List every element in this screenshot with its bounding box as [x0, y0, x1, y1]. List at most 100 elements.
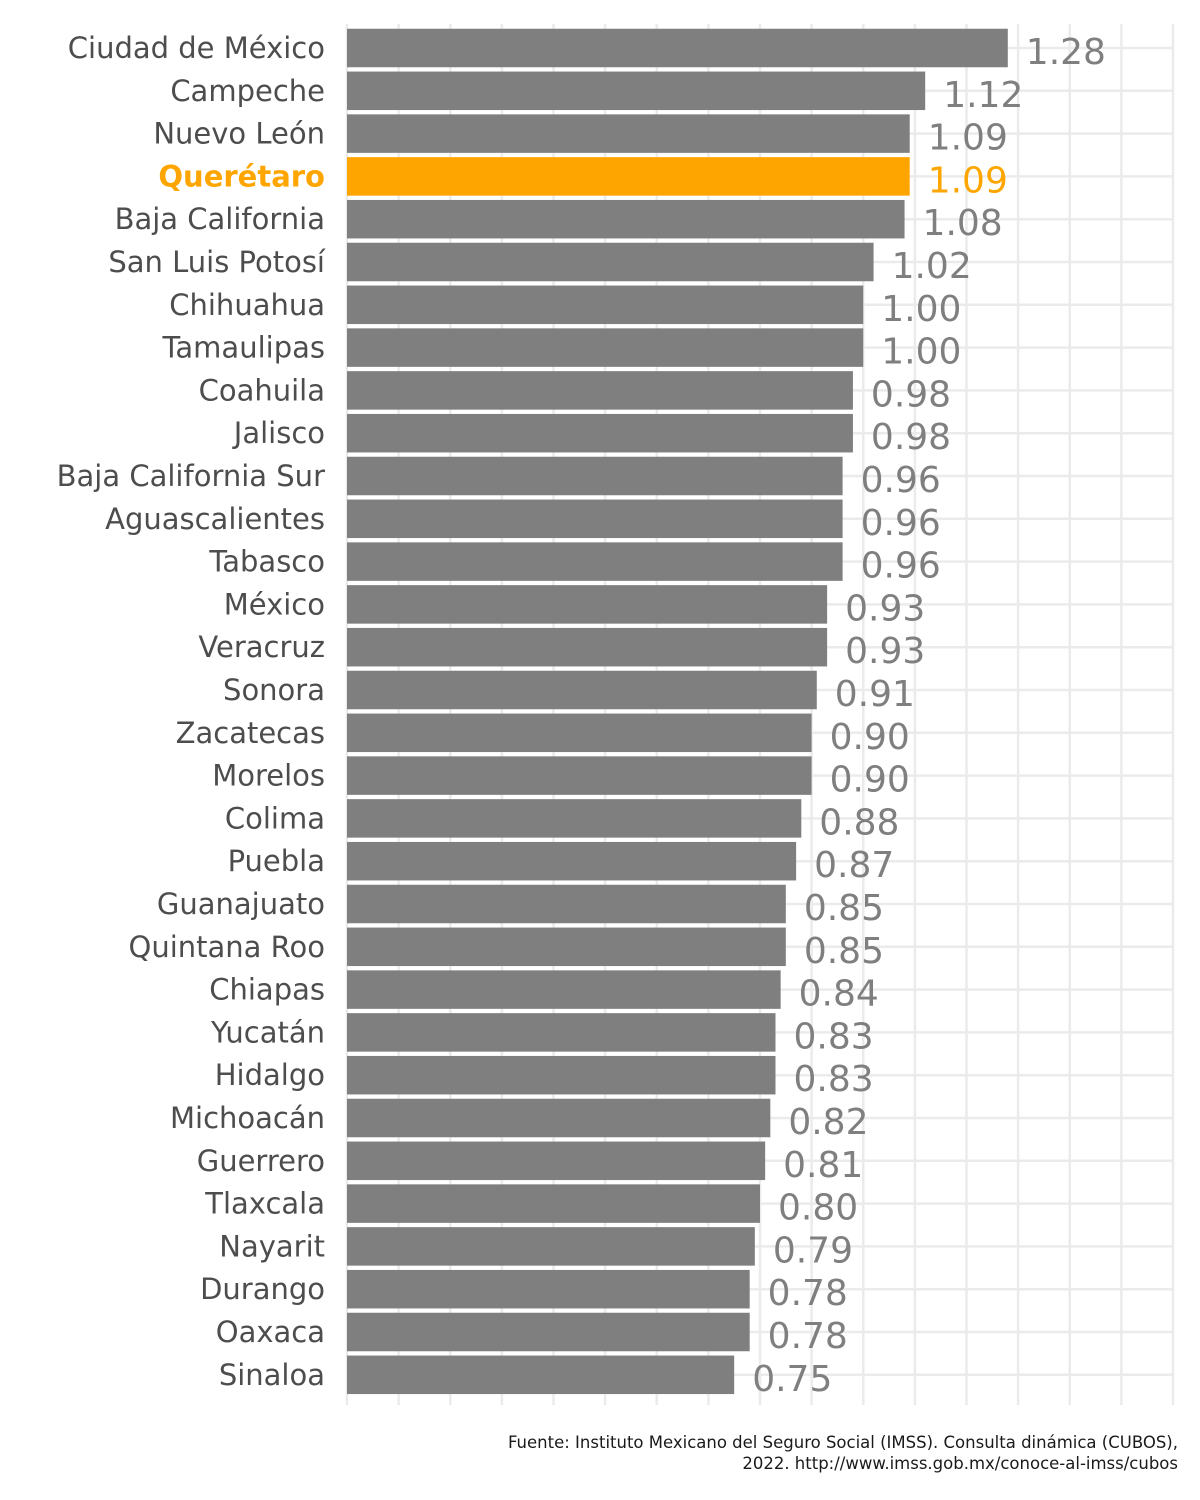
value-label-9: 0.98 [871, 417, 951, 458]
bar-7 [347, 328, 864, 367]
category-label-11: Aguascalientes [105, 502, 325, 536]
value-label-25: 0.82 [788, 1102, 868, 1143]
category-label-3: Querétaro [158, 159, 325, 193]
value-label-28: 0.79 [773, 1230, 853, 1271]
value-label-20: 0.85 [804, 888, 884, 929]
labels: Ciudad de México 1.28 Campeche 1.12 Nuevo Le… [57, 31, 1106, 1400]
bar-31 [347, 1355, 735, 1395]
category-label-8: Coahuila [199, 373, 325, 407]
category-label-2: Nuevo León [153, 117, 325, 151]
value-label-31: 0.75 [752, 1359, 832, 1400]
value-label-24: 0.83 [793, 1059, 873, 1100]
category-label-25: Michoacán [170, 1101, 325, 1135]
value-label-7: 1.00 [881, 332, 961, 373]
value-label-11: 0.96 [861, 503, 941, 544]
category-label-27: Tlaxcala [204, 1187, 325, 1221]
bars [347, 28, 1008, 1395]
category-label-9: Jalisco [232, 416, 325, 450]
bar-19 [347, 841, 797, 881]
bar-4 [347, 199, 905, 239]
bar-15 [347, 670, 817, 710]
value-label-10: 0.96 [861, 460, 941, 501]
bar-14 [347, 627, 828, 667]
value-label-4: 1.08 [923, 203, 1003, 244]
category-label-26: Guerrero [197, 1144, 325, 1178]
category-label-29: Durango [200, 1272, 325, 1306]
source-caption: Fuente: Instituto Mexicano del Seguro So… [508, 1432, 1178, 1474]
bar-5 [347, 242, 874, 282]
value-label-8: 0.98 [871, 374, 951, 415]
value-label-15: 0.91 [835, 674, 915, 715]
category-label-13: México [224, 587, 325, 621]
bar-1 [347, 71, 926, 111]
category-label-12: Tabasco [208, 545, 325, 579]
bar-12 [347, 542, 843, 581]
bar-3 [347, 157, 910, 196]
value-label-0: 1.28 [1026, 32, 1106, 73]
bar-2 [347, 114, 910, 153]
bar-0 [347, 28, 1008, 68]
category-label-28: Nayarit [219, 1229, 325, 1263]
bar-13 [347, 585, 828, 624]
bar-26 [347, 1141, 766, 1181]
value-label-17: 0.90 [830, 760, 910, 801]
value-label-21: 0.85 [804, 931, 884, 972]
value-label-5: 1.02 [892, 246, 972, 287]
category-label-20: Guanajuato [157, 887, 325, 921]
bar-17 [347, 756, 812, 795]
value-label-14: 0.93 [845, 631, 925, 672]
value-label-22: 0.84 [799, 974, 879, 1015]
category-label-23: Yucatán [210, 1015, 325, 1049]
category-label-18: Colima [225, 801, 325, 835]
value-label-16: 0.90 [830, 717, 910, 758]
bar-20 [347, 884, 786, 924]
category-label-1: Campeche [170, 74, 325, 108]
bar-29 [347, 1269, 750, 1309]
bar-22 [347, 970, 781, 1009]
category-label-22: Chiapas [209, 973, 325, 1007]
source-caption-line-1: Fuente: Instituto Mexicano del Seguro So… [507, 1433, 1178, 1452]
value-label-29: 0.78 [768, 1273, 848, 1314]
value-label-3: 1.09 [928, 160, 1008, 201]
value-label-18: 0.88 [819, 802, 899, 843]
value-label-30: 0.78 [768, 1316, 848, 1357]
value-label-26: 0.81 [783, 1145, 863, 1186]
category-label-16: Zacatecas [176, 716, 325, 750]
value-label-27: 0.80 [778, 1188, 858, 1229]
bar-28 [347, 1227, 755, 1266]
value-label-6: 1.00 [881, 289, 961, 330]
category-label-17: Morelos [212, 759, 325, 793]
category-label-6: Chihuahua [169, 288, 325, 322]
bar-10 [347, 456, 843, 496]
category-label-10: Baja California Sur [57, 459, 325, 493]
category-label-0: Ciudad de México [68, 31, 325, 65]
category-label-7: Tamaulipas [162, 331, 326, 365]
value-label-23: 0.83 [793, 1016, 873, 1057]
category-label-21: Quintana Roo [129, 930, 326, 964]
bar-18 [347, 799, 802, 838]
bar-11 [347, 499, 843, 539]
category-label-24: Hidalgo [215, 1058, 325, 1092]
category-label-31: Sinaloa [219, 1358, 325, 1392]
value-label-12: 0.96 [861, 546, 941, 587]
category-label-5: San Luis Potosí [108, 245, 326, 279]
bar-9 [347, 413, 853, 453]
category-label-30: Oaxaca [216, 1315, 325, 1349]
bar-16 [347, 713, 812, 753]
value-label-19: 0.87 [814, 845, 894, 886]
bar-6 [347, 285, 864, 325]
bar-24 [347, 1055, 776, 1095]
value-label-13: 0.93 [845, 588, 925, 629]
value-label-2: 1.09 [928, 118, 1008, 159]
value-label-1: 1.12 [943, 75, 1023, 116]
category-label-19: Puebla [228, 844, 325, 878]
bar-30 [347, 1312, 750, 1352]
bar-27 [347, 1184, 760, 1223]
bar-8 [347, 371, 853, 410]
bar-21 [347, 927, 786, 967]
source-caption-line-2: 2022. http://www.imss.gob.mx/conoce-al-i… [742, 1454, 1178, 1473]
category-label-15: Sonora [223, 673, 325, 707]
bar-25 [347, 1098, 771, 1138]
category-label-14: Veracruz [198, 630, 325, 664]
